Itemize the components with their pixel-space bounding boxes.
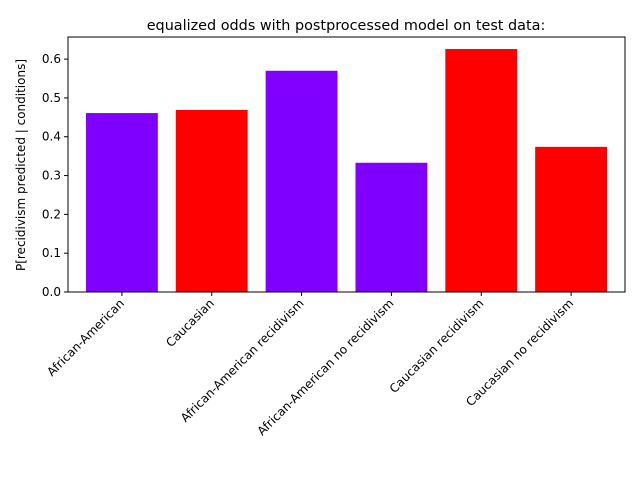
y-tick-label: 0.3 (42, 169, 61, 183)
bar-2 (265, 70, 338, 292)
bar-1 (175, 109, 248, 292)
y-tick-label: 0.2 (42, 207, 61, 221)
y-axis-label: P[recidivism predicted | conditions] (14, 59, 28, 271)
y-axis: 0.0 0.1 0.2 0.3 0.4 0.5 0.6 (42, 52, 68, 299)
y-tick-label: 0.1 (42, 246, 61, 260)
bars-group (85, 49, 608, 292)
y-tick-label: 0.4 (42, 130, 61, 144)
x-tick-label: Caucasian recidivism (387, 296, 487, 396)
chart-title: equalized odds with postprocessed model … (147, 18, 546, 34)
y-tick-label: 0.6 (42, 52, 61, 66)
bar-0 (85, 113, 158, 292)
plot-frame (67, 36, 626, 293)
x-tick-label: Caucasian no recidivism (463, 296, 576, 409)
x-tick-label: African-American (44, 296, 127, 379)
y-tick-label: 0.0 (42, 285, 61, 299)
x-axis: African-American CaucasianAfrican-America… (44, 292, 576, 438)
bar-5 (535, 146, 608, 292)
bar-3 (355, 162, 428, 292)
bar-4 (445, 49, 518, 292)
x-tick-label: Caucasian (163, 296, 217, 350)
y-tick-label: 0.5 (42, 91, 61, 105)
